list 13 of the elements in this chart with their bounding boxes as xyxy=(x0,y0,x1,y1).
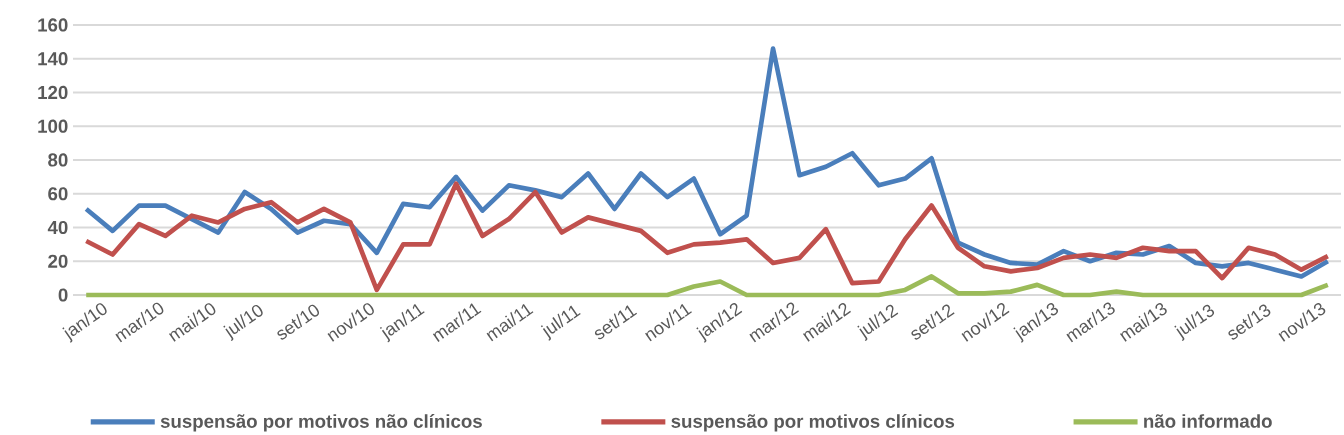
y-tick-label: 80 xyxy=(48,153,68,167)
y-tick-label: 0 xyxy=(58,288,68,302)
line-series xyxy=(83,46,1331,279)
y-tick-label: 20 xyxy=(48,254,68,268)
legend-label: não informado xyxy=(1144,414,1272,428)
legend-label: suspensão por motivos não clínicos xyxy=(160,414,482,432)
y-tick-label: 160 xyxy=(38,18,68,32)
y-tick-label: 40 xyxy=(47,220,68,235)
y-tick-label: 100 xyxy=(38,119,68,133)
y-tick-label: 140 xyxy=(38,52,68,66)
legend-label: suspensão por motivos clínicos xyxy=(671,414,955,432)
y-tick-label: 120 xyxy=(38,85,68,100)
y-tick-label: 60 xyxy=(48,187,68,201)
